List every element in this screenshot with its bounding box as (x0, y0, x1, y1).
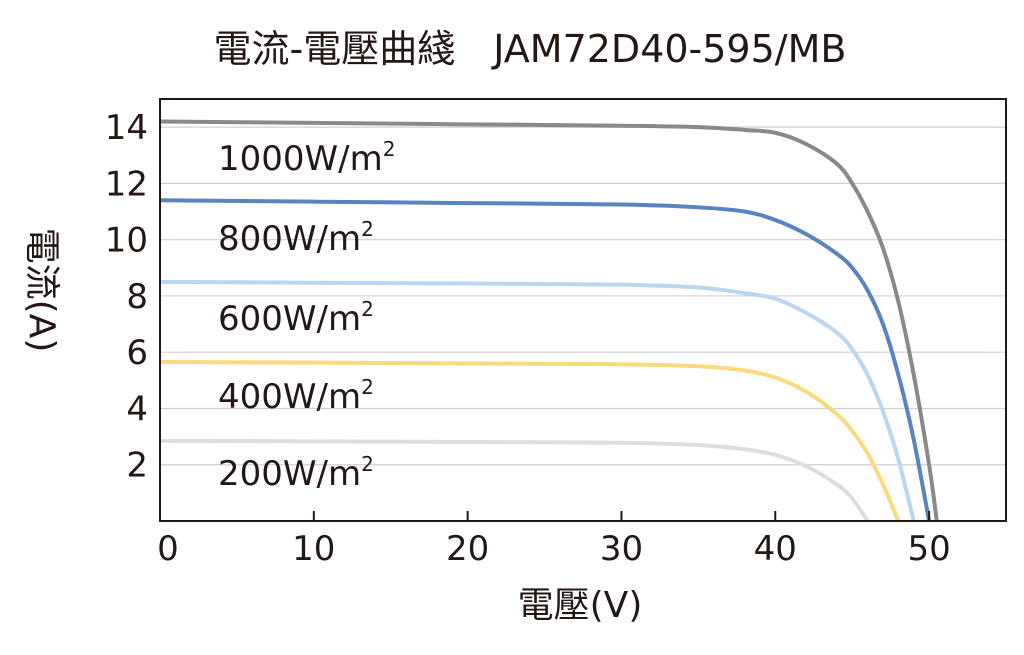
series-label-text: 1000W/m (218, 139, 383, 179)
series-line-0 (159, 119, 939, 522)
gridlines (160, 126, 1006, 466)
y-tick-label: 2 (126, 446, 148, 486)
series-label-1: 800W/m2 (218, 217, 374, 259)
y-tick-label: 6 (126, 333, 148, 373)
series-label-0: 1000W/m2 (218, 137, 395, 179)
series-label-text: 400W/m (218, 377, 361, 417)
y-tick-label: 14 (105, 108, 148, 148)
x-axis-label: 電壓(V) (518, 585, 643, 626)
plot-frame (159, 98, 1007, 522)
series-label-superscript: 2 (383, 137, 396, 161)
x-tick-label: 20 (446, 529, 489, 569)
series-line-2 (159, 279, 916, 522)
series-label-superscript: 2 (361, 217, 374, 241)
y-tick-label: 8 (126, 277, 148, 317)
series-line-4 (159, 438, 870, 523)
series-label-text: 600W/m (218, 299, 361, 339)
series-line-3 (159, 360, 901, 522)
x-axis: 0 10 20 30 40 50 (157, 511, 951, 569)
y-tick-label: 12 (105, 164, 148, 204)
series-line-1 (159, 198, 932, 522)
y-tick-label: 4 (126, 389, 148, 429)
series-label-text: 800W/m (218, 219, 361, 259)
curves (159, 119, 939, 523)
series-label-superscript: 2 (361, 375, 374, 399)
series-label-text: 200W/m (218, 454, 361, 494)
y-axis-label: 電流(A) (21, 228, 62, 353)
x-tick-label: 30 (600, 529, 643, 569)
series-label-3: 400W/m2 (218, 375, 374, 417)
y-axis: 2 4 6 8 10 12 14 (105, 108, 148, 486)
x-tick-label: 40 (754, 529, 797, 569)
series-label-4: 200W/m2 (218, 452, 374, 494)
x-tick-label: 0 (157, 529, 179, 569)
chart-title: 電流-電壓曲綫 JAM72D40-595/MB (214, 27, 847, 71)
series-label-superscript: 2 (361, 297, 374, 321)
x-tick-label: 50 (907, 529, 950, 569)
series-label-2: 600W/m2 (218, 297, 374, 339)
series-label-superscript: 2 (361, 452, 374, 476)
x-tick-label: 10 (292, 529, 335, 569)
y-tick-label: 10 (105, 221, 148, 261)
